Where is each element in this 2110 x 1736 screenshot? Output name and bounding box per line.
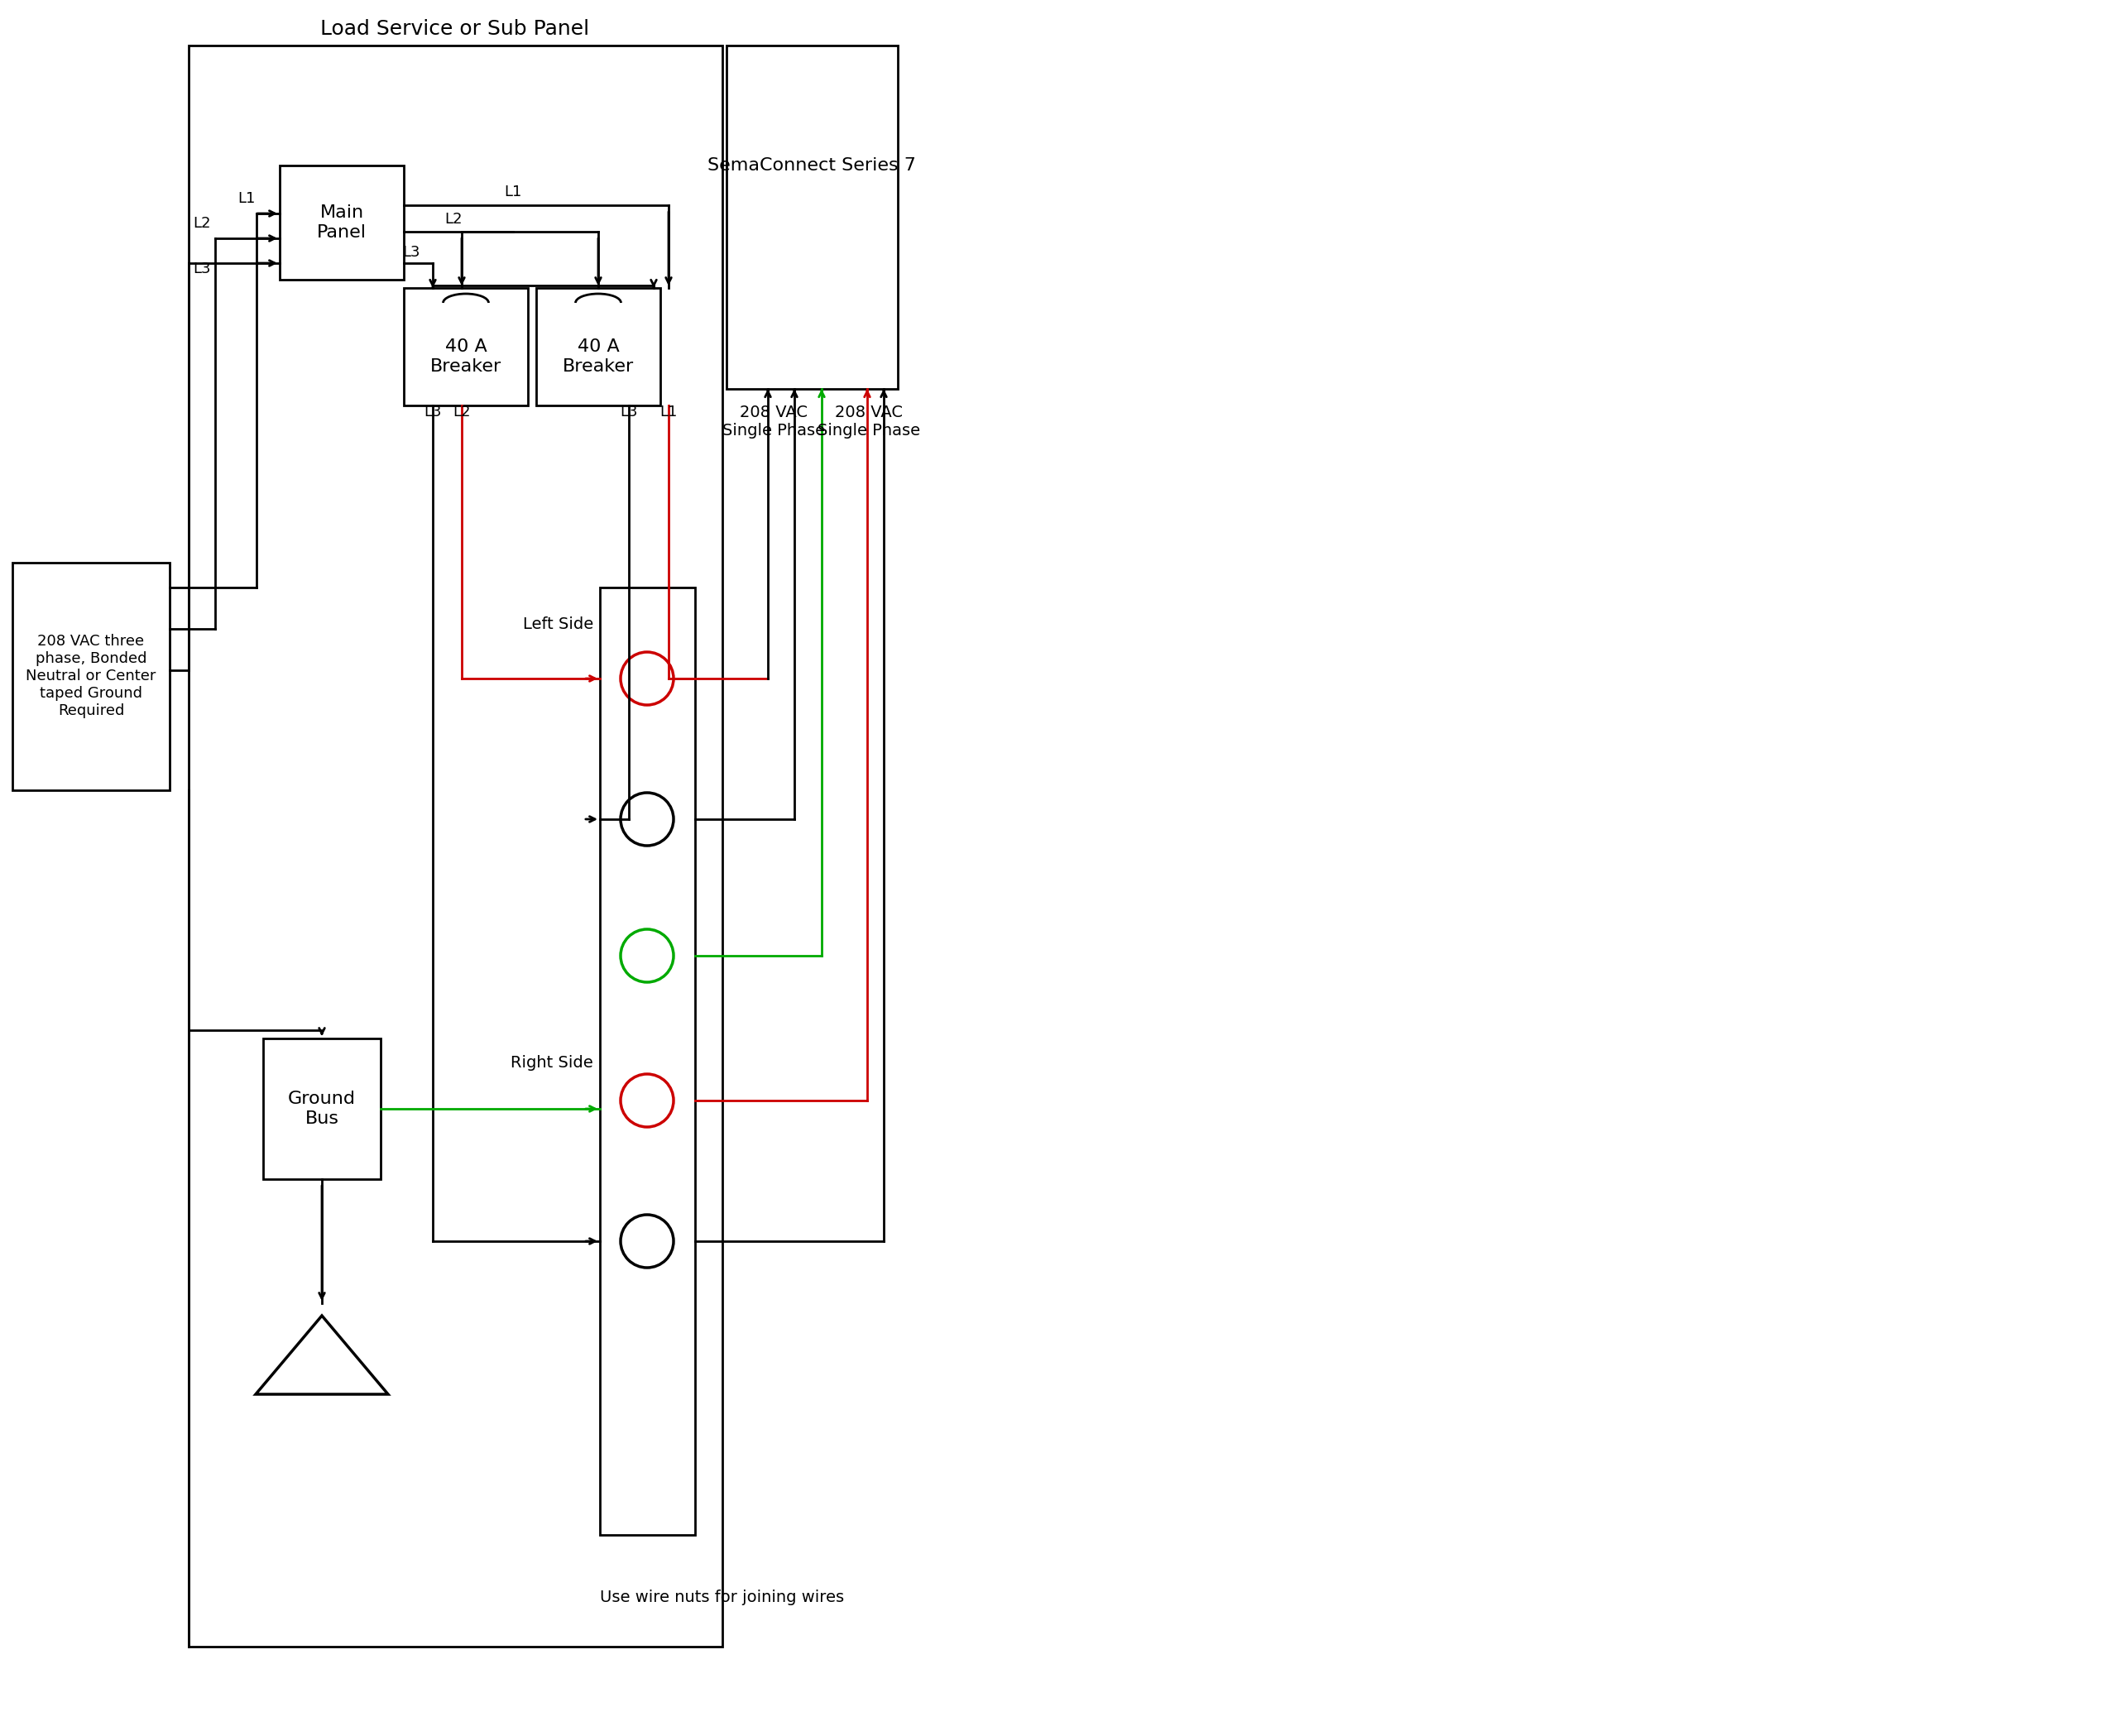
Text: L1: L1 xyxy=(660,404,677,420)
Text: L3: L3 xyxy=(403,245,420,260)
Text: L2: L2 xyxy=(454,404,471,420)
Bar xyxy=(188,45,722,1647)
Text: Use wire nuts for joining wires: Use wire nuts for joining wires xyxy=(599,1588,844,1604)
Text: Left Side: Left Side xyxy=(523,616,593,632)
Text: L3: L3 xyxy=(192,262,211,276)
Text: 40 A
Breaker: 40 A Breaker xyxy=(563,339,633,375)
Bar xyxy=(599,587,694,1535)
Bar xyxy=(403,288,528,406)
Text: Load Service or Sub Panel: Load Service or Sub Panel xyxy=(321,19,589,38)
Bar xyxy=(264,1038,380,1179)
Bar xyxy=(726,45,897,389)
Text: 208 VAC
Single Phase: 208 VAC Single Phase xyxy=(817,404,920,439)
Text: 208 VAC
Single Phase: 208 VAC Single Phase xyxy=(722,404,825,439)
Bar xyxy=(13,562,169,790)
Text: Ground
Bus: Ground Bus xyxy=(287,1090,357,1127)
Text: L3: L3 xyxy=(424,404,441,420)
Text: Right Side: Right Side xyxy=(511,1055,593,1071)
Text: L1: L1 xyxy=(504,184,521,200)
Text: L2: L2 xyxy=(194,215,211,231)
Text: L1: L1 xyxy=(238,191,255,207)
Text: L2: L2 xyxy=(445,212,462,227)
Text: Main
Panel: Main Panel xyxy=(316,205,367,241)
Text: 40 A
Breaker: 40 A Breaker xyxy=(430,339,502,375)
Text: L3: L3 xyxy=(620,404,637,420)
Text: 208 VAC three
phase, Bonded
Neutral or Center
taped Ground
Required: 208 VAC three phase, Bonded Neutral or C… xyxy=(25,634,156,719)
Bar xyxy=(536,288,660,406)
Text: SemaConnect Series 7: SemaConnect Series 7 xyxy=(707,158,916,174)
Bar xyxy=(281,165,403,279)
